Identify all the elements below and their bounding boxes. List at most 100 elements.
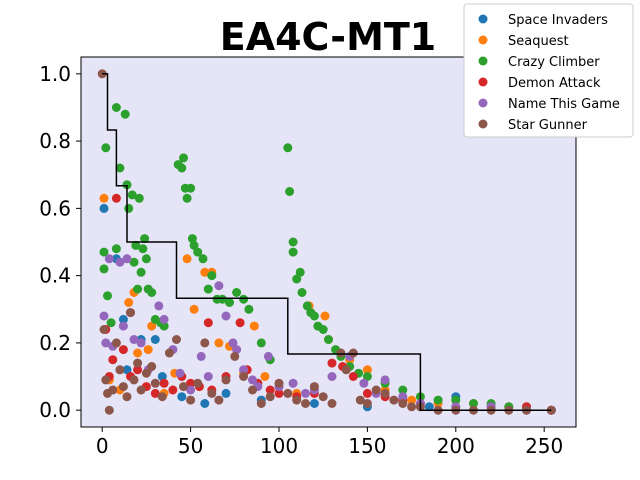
x-axis: 0 50 100 150 200 250 — [96, 427, 563, 458]
data-point — [288, 237, 298, 247]
legend-label: Star Gunner — [508, 118, 588, 133]
data-point — [260, 372, 270, 381]
data-point — [327, 399, 337, 408]
data-point — [274, 378, 284, 388]
data-point — [283, 143, 293, 153]
legend-marker — [478, 56, 488, 66]
data-point — [248, 375, 257, 385]
data-point — [359, 378, 369, 388]
legend-box — [463, 3, 634, 138]
data-point — [196, 351, 206, 361]
data-point — [230, 351, 240, 361]
data-point — [122, 392, 132, 402]
data-point — [348, 372, 358, 381]
data-point — [200, 399, 210, 408]
scatter-points — [97, 69, 556, 415]
data-point — [124, 203, 134, 213]
data-point — [99, 325, 109, 334]
legend-marker — [478, 98, 488, 108]
data-point — [318, 392, 328, 402]
data-point — [232, 345, 242, 355]
data-point — [115, 257, 125, 267]
data-point — [141, 254, 151, 264]
plot-frame — [80, 56, 577, 428]
data-point — [136, 338, 146, 348]
data-point — [101, 338, 111, 348]
data-point — [424, 402, 434, 412]
data-point — [133, 358, 143, 368]
data-point — [380, 388, 390, 398]
data-point — [133, 365, 143, 375]
x-tick-label: 100 — [260, 434, 298, 458]
x-tick-label: 150 — [348, 434, 386, 458]
data-point — [143, 345, 153, 355]
data-point — [256, 399, 266, 408]
data-point — [263, 351, 273, 361]
data-point — [198, 254, 208, 264]
data-point — [203, 284, 213, 294]
data-point — [138, 244, 148, 254]
data-point — [355, 395, 365, 405]
data-point — [134, 193, 144, 203]
data-point — [179, 382, 188, 392]
data-point — [147, 362, 157, 371]
data-point — [175, 368, 185, 378]
data-point — [348, 348, 358, 358]
data-point — [389, 395, 399, 405]
data-point — [157, 372, 167, 381]
data-point — [129, 335, 139, 344]
legend-marker — [478, 77, 488, 87]
data-point — [341, 365, 351, 375]
data-point — [203, 372, 213, 381]
y-tick-label: 0.0 — [39, 398, 71, 422]
data-point — [244, 304, 254, 314]
data-point — [111, 338, 121, 348]
data-point — [398, 392, 408, 402]
data-point — [141, 368, 151, 378]
data-point — [239, 372, 249, 381]
data-point — [150, 388, 160, 398]
data-point — [186, 385, 196, 395]
data-point — [108, 355, 118, 365]
legend: Space Invaders Seaquest Crazy Climber Demon… — [463, 3, 634, 138]
step-line — [102, 73, 552, 411]
y-axis: 0.0 0.2 0.4 0.6 0.8 1.0 — [39, 62, 81, 422]
data-point — [239, 294, 249, 304]
data-point — [99, 247, 109, 257]
data-point — [228, 338, 238, 348]
data-point — [186, 378, 196, 388]
data-point — [129, 257, 139, 267]
data-point — [362, 365, 372, 375]
data-point — [122, 365, 132, 375]
data-point — [193, 247, 203, 257]
data-point — [301, 388, 310, 398]
data-point — [99, 193, 109, 203]
data-point — [127, 190, 137, 200]
x-tick-label: 200 — [437, 434, 475, 458]
data-point — [292, 395, 302, 405]
data-point — [133, 348, 143, 358]
data-point — [103, 291, 112, 301]
data-point — [140, 234, 150, 244]
data-point — [362, 399, 372, 408]
data-point — [186, 183, 196, 193]
x-tick-label: 0 — [96, 434, 109, 458]
data-point — [111, 193, 121, 203]
data-point — [433, 395, 443, 405]
data-point — [147, 321, 157, 331]
data-point — [99, 264, 109, 274]
data-point — [111, 103, 121, 112]
data-point — [177, 392, 187, 402]
data-point — [150, 378, 160, 388]
data-point — [371, 385, 381, 395]
data-point — [225, 298, 234, 307]
data-point — [318, 325, 328, 334]
data-point — [327, 372, 337, 381]
data-point — [362, 388, 372, 398]
data-point — [122, 180, 132, 190]
data-point — [99, 203, 109, 213]
data-point — [159, 314, 169, 324]
legend-marker — [478, 35, 488, 45]
data-point — [177, 163, 187, 173]
